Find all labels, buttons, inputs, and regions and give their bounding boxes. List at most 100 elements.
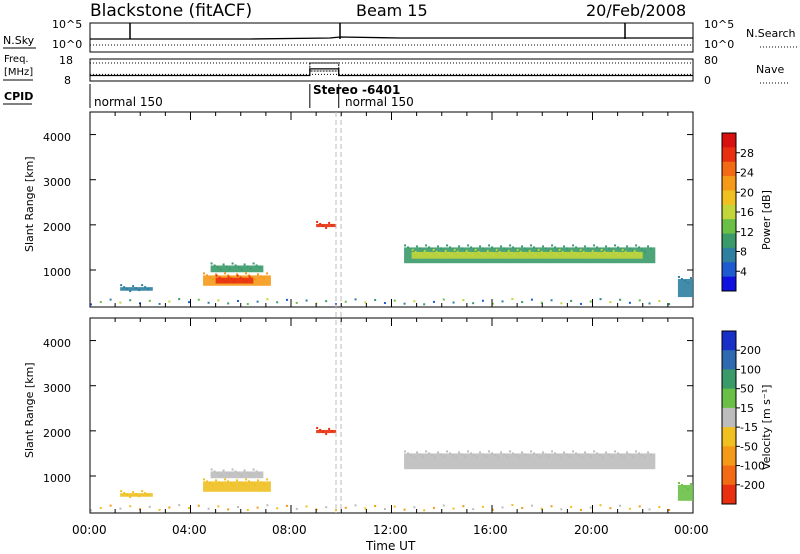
speckle-power-5-46 bbox=[549, 249, 552, 252]
speckle-power-4-47 bbox=[545, 247, 548, 250]
speckle-power-3-5 bbox=[331, 223, 334, 226]
speckle-power-3-0 bbox=[316, 220, 319, 223]
nsky-tick-top: 10^5 bbox=[52, 18, 82, 31]
speckle-vel-0-2 bbox=[216, 472, 219, 475]
speckle-vel-3-38 bbox=[518, 456, 521, 459]
speckle-power-5-14 bbox=[453, 248, 456, 251]
speckle-power-4-59 bbox=[581, 250, 584, 253]
cpid-segments bbox=[89, 84, 340, 108]
speckle-vel-3-68 bbox=[608, 453, 611, 456]
speckle-vel-3-45 bbox=[539, 456, 542, 459]
cbar-vel-2 bbox=[722, 369, 736, 390]
patch-vel-1 bbox=[203, 481, 271, 492]
speckle-power-2-4 bbox=[227, 275, 230, 278]
speckle-power-0-9 bbox=[237, 266, 240, 269]
freq-tick-top: 18 bbox=[59, 54, 73, 67]
patch-power-3 bbox=[316, 223, 337, 228]
scatter-vel-46 bbox=[540, 507, 543, 510]
scatter-vel-32 bbox=[403, 508, 406, 511]
scatter-vel-43 bbox=[511, 504, 514, 507]
scatter-vel-56 bbox=[638, 505, 641, 508]
speckle-power-5-61 bbox=[594, 251, 597, 254]
stereo-freq-box bbox=[309, 62, 340, 72]
speckle-vel-3-18 bbox=[458, 451, 461, 454]
scatter-vel-30 bbox=[383, 508, 386, 511]
speckle-power-5-20 bbox=[471, 253, 474, 256]
speckle-vel-3-37 bbox=[515, 454, 518, 457]
speckle-power-4-27 bbox=[485, 249, 488, 252]
cpid-segment-1: normal 150 bbox=[94, 95, 163, 109]
speckle-power-6-4 bbox=[132, 285, 135, 288]
speckle-vel-3-56 bbox=[572, 450, 575, 453]
scatter-vel-33 bbox=[413, 506, 416, 509]
speckle-power-1-14 bbox=[245, 272, 248, 275]
cbar-tick-vel-3: 15 bbox=[740, 402, 754, 415]
speckle-power-5-72 bbox=[627, 252, 630, 255]
speckle-power-0-2 bbox=[216, 266, 219, 269]
scatter-power-32 bbox=[403, 302, 406, 305]
speckle-power-4-19 bbox=[461, 247, 464, 250]
cbar-tick-power-6: 4 bbox=[740, 265, 747, 278]
speckle-power-5-26 bbox=[489, 251, 492, 254]
speckle-power-4-14 bbox=[446, 244, 449, 247]
speckle-power-5-74 bbox=[633, 249, 636, 252]
scatter-power-36 bbox=[442, 298, 445, 301]
scatter-vel-1 bbox=[99, 506, 102, 509]
speckle-vel-3-30 bbox=[494, 454, 497, 457]
speckle-power-2-10 bbox=[245, 280, 248, 283]
speckle-power-5-21 bbox=[474, 248, 477, 251]
speckle-vel-3-15 bbox=[449, 452, 452, 455]
speckle-vel-1-6 bbox=[221, 483, 224, 486]
speckle-power-4-65 bbox=[599, 248, 602, 251]
speckle-vel-1-9 bbox=[230, 482, 233, 485]
scatter-vel-18 bbox=[266, 504, 269, 507]
speckle-power-5-62 bbox=[597, 253, 600, 256]
velocity-panel-frame bbox=[89, 317, 694, 514]
speckle-power-0-5 bbox=[225, 265, 228, 268]
speckle-power-5-3 bbox=[420, 254, 423, 257]
speckle-power-0-13 bbox=[249, 267, 252, 270]
scatter-power-21 bbox=[295, 301, 298, 304]
speckle-power-0-12 bbox=[246, 265, 249, 268]
scatter-power-37 bbox=[452, 301, 455, 304]
speckle-power-4-78 bbox=[638, 246, 641, 249]
speckle-power-4-79 bbox=[641, 248, 644, 251]
scatter-power-19 bbox=[276, 301, 279, 304]
speckle-power-4-39 bbox=[521, 245, 524, 248]
speckle-power-4-30 bbox=[494, 248, 497, 251]
patch-power-7 bbox=[677, 279, 693, 298]
speckle-power-4-51 bbox=[557, 248, 560, 251]
scatter-vel-11 bbox=[197, 504, 200, 507]
speckle-power-1-15 bbox=[248, 274, 251, 277]
speckle-power-3-1 bbox=[319, 222, 322, 225]
speckle-power-5-4 bbox=[423, 249, 426, 252]
speckle-power-5-31 bbox=[504, 254, 507, 257]
speckle-vel-3-21 bbox=[467, 450, 470, 453]
scatter-power-18 bbox=[266, 298, 269, 301]
power-colorbar-title: Power [dB] bbox=[760, 190, 773, 250]
speckle-power-4-21 bbox=[467, 244, 470, 247]
speckle-vel-3-66 bbox=[602, 456, 605, 459]
speckle-power-5-36 bbox=[519, 250, 522, 253]
speckle-power-5-47 bbox=[552, 251, 555, 254]
speckle-power-5-51 bbox=[564, 252, 567, 255]
speckle-power-5-5 bbox=[426, 251, 429, 254]
cbar-vel-7 bbox=[722, 465, 736, 486]
speckle-vel-0-13 bbox=[249, 473, 252, 476]
speckle-vel-1-21 bbox=[266, 478, 269, 481]
nsky-line bbox=[90, 36, 693, 40]
speckle-power-5-11 bbox=[444, 249, 447, 252]
velocity-ytick-4000: 4000 bbox=[43, 337, 71, 350]
speckle-power-4-70 bbox=[614, 244, 617, 247]
velocity-ylabel: Slant Range [km] bbox=[23, 362, 36, 458]
speckle-power-5-40 bbox=[531, 251, 534, 254]
speckle-vel-3-27 bbox=[485, 455, 488, 458]
scatter-vel-55 bbox=[628, 507, 631, 510]
speckle-vel-3-40 bbox=[524, 453, 527, 456]
scatter-power-26 bbox=[344, 300, 347, 303]
scatter-vel-28 bbox=[364, 507, 367, 510]
nsky-tick-bottom: 10^0 bbox=[52, 38, 82, 51]
cbar-vel-0 bbox=[722, 331, 736, 351]
speckle-power-5-64 bbox=[603, 250, 606, 253]
xtick-1600: 16:00 bbox=[473, 523, 508, 537]
